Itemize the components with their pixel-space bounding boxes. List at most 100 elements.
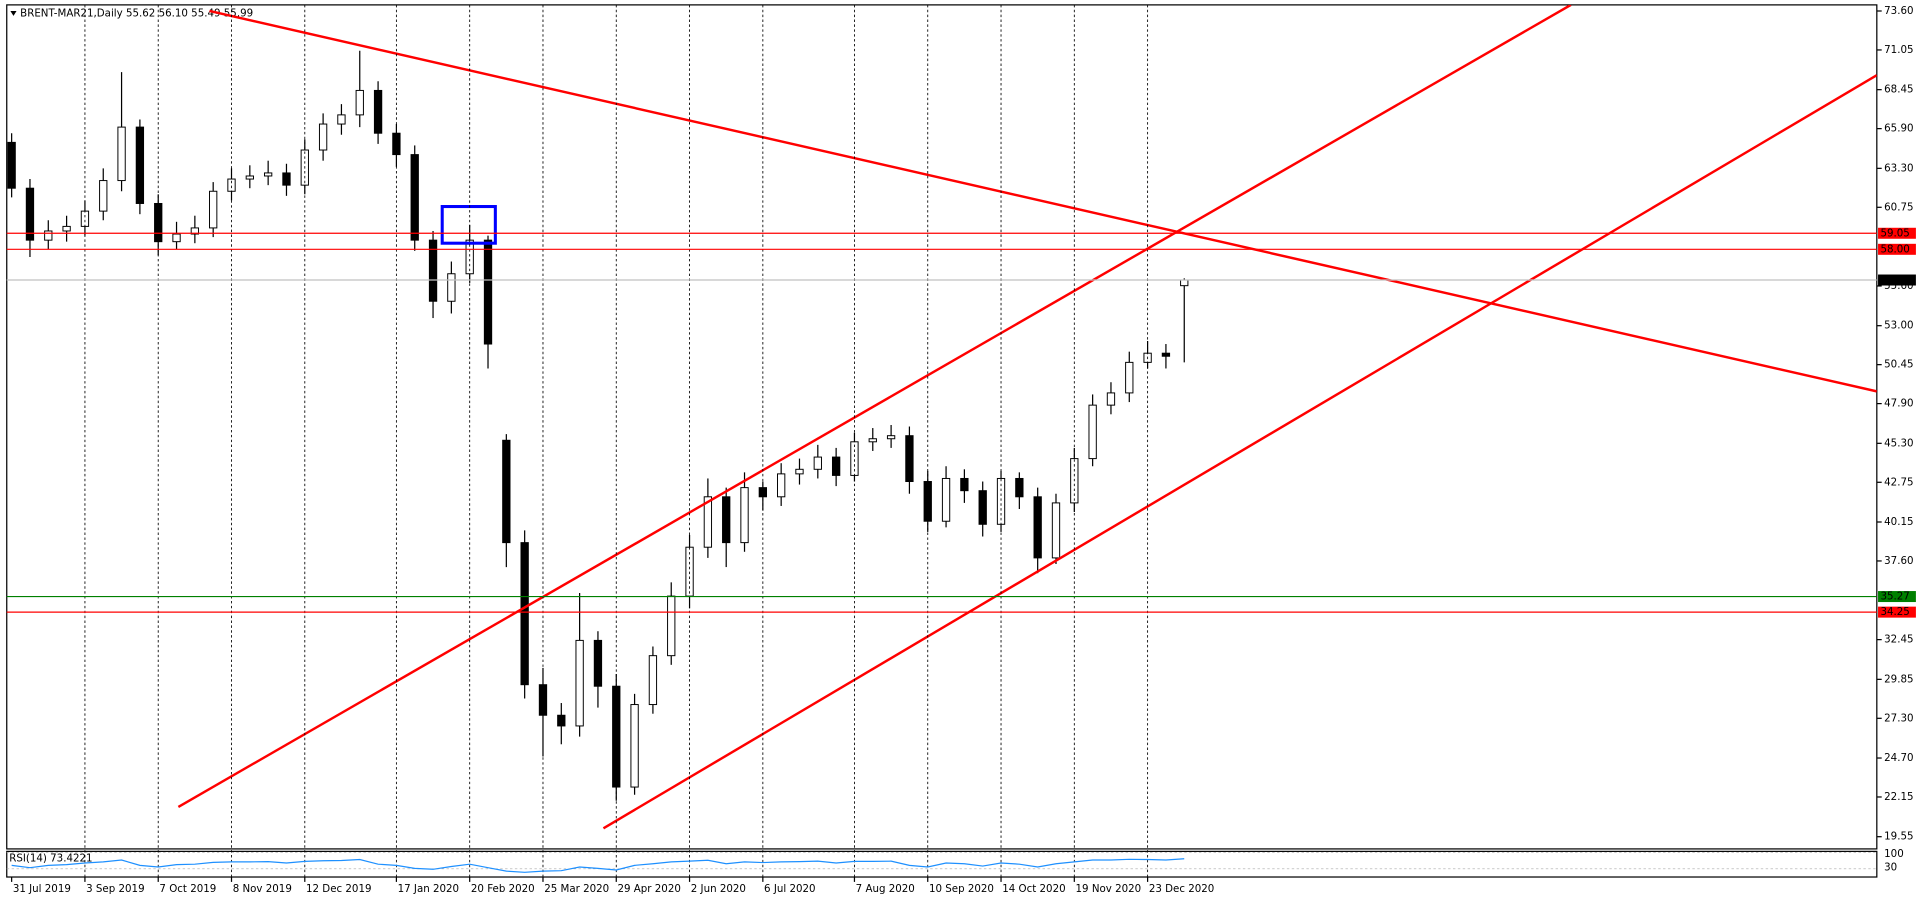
x-tick-label: 7 Oct 2019 bbox=[159, 883, 216, 895]
candle-body bbox=[245, 175, 254, 180]
candle-body bbox=[1088, 404, 1097, 460]
y-tick-label: 32.45 bbox=[1884, 634, 1913, 646]
level-label: 58.00 bbox=[1880, 243, 1909, 255]
y-tick-label: 71.05 bbox=[1884, 44, 1913, 56]
candle-body bbox=[190, 227, 200, 235]
x-tick-label: 17 Jan 2020 bbox=[398, 883, 459, 895]
candle-body bbox=[25, 187, 35, 241]
menu-arrow[interactable] bbox=[10, 10, 17, 16]
candle-body bbox=[263, 172, 273, 177]
level-label: 59.05 bbox=[1880, 227, 1909, 239]
candle-body bbox=[667, 595, 676, 657]
level-label-bg bbox=[1878, 606, 1916, 618]
x-tick-label: 25 Mar 2020 bbox=[544, 883, 609, 895]
candle-body bbox=[117, 126, 126, 182]
candle-body bbox=[1161, 352, 1171, 357]
plot-frame bbox=[6, 4, 1878, 850]
trend-line bbox=[602, 74, 1877, 830]
trend-line bbox=[177, 4, 1572, 808]
candle-body bbox=[373, 89, 383, 134]
candle-body bbox=[886, 435, 896, 440]
candle-body bbox=[612, 685, 621, 788]
level-label: 34.25 bbox=[1880, 606, 1909, 618]
candle-body bbox=[172, 233, 181, 243]
x-tick-label: 29 Apr 2020 bbox=[617, 883, 680, 895]
y-tick-label: 50.45 bbox=[1884, 359, 1913, 371]
y-tick-label: 24.70 bbox=[1884, 752, 1913, 764]
x-tick-label: 7 Aug 2020 bbox=[856, 883, 915, 895]
x-tick-label: 3 Sep 2019 bbox=[86, 883, 144, 895]
y-tick-label: 68.45 bbox=[1884, 84, 1913, 96]
rsi-title: RSI(14) 73.4221 bbox=[9, 853, 92, 865]
y-tick-label: 63.30 bbox=[1884, 162, 1913, 174]
rsi-line bbox=[11, 858, 1185, 873]
level-label-bg bbox=[1878, 227, 1916, 239]
candle-body bbox=[722, 496, 731, 544]
candle-body bbox=[1180, 279, 1189, 287]
x-tick-label: 12 Dec 2019 bbox=[306, 883, 371, 895]
rsi-tick-label: 30 bbox=[1884, 862, 1897, 874]
x-tick-label: 31 Jul 2019 bbox=[13, 883, 71, 895]
y-tick-label: 42.75 bbox=[1884, 476, 1913, 488]
y-tick-label: 60.75 bbox=[1884, 201, 1913, 213]
y-tick-label: 37.60 bbox=[1884, 555, 1913, 567]
y-tick-label: 47.90 bbox=[1884, 398, 1913, 410]
x-tick-label: 19 Nov 2020 bbox=[1076, 883, 1142, 895]
chart-title: BRENT-MAR21,Daily 55.62 56.10 55.49 55.9… bbox=[20, 7, 253, 19]
candle-body bbox=[960, 477, 969, 492]
x-tick-label: 8 Nov 2019 bbox=[233, 883, 292, 895]
candle-body bbox=[447, 273, 456, 302]
y-tick-label: 53.00 bbox=[1884, 320, 1913, 332]
candle-body bbox=[1015, 477, 1024, 498]
candle-body bbox=[1106, 392, 1116, 406]
rsi-tick-label: 100 bbox=[1884, 848, 1904, 860]
y-tick-label: 29.85 bbox=[1884, 673, 1913, 685]
y-tick-label: 22.15 bbox=[1884, 791, 1913, 803]
x-tick-label: 10 Sep 2020 bbox=[929, 883, 994, 895]
level-label-bg bbox=[1878, 243, 1916, 255]
candle-body bbox=[483, 239, 493, 345]
candle-body bbox=[7, 141, 16, 189]
y-tick-label: 40.15 bbox=[1884, 516, 1913, 528]
candle-body bbox=[520, 542, 529, 686]
candle-body bbox=[648, 655, 658, 706]
candle-body bbox=[557, 714, 566, 727]
candle-body bbox=[502, 439, 511, 544]
candle-body bbox=[740, 487, 749, 544]
level-label: 55.99 bbox=[1880, 274, 1909, 286]
candle-body bbox=[575, 639, 584, 727]
candle-body bbox=[978, 490, 987, 525]
candle-body bbox=[1051, 502, 1061, 559]
y-tick-label: 65.90 bbox=[1884, 123, 1913, 135]
candle-body bbox=[355, 89, 364, 116]
candle-body bbox=[703, 496, 713, 548]
candle-body bbox=[777, 473, 786, 498]
candle-body bbox=[905, 435, 914, 483]
x-tick-label: 6 Jul 2020 bbox=[764, 883, 816, 895]
candle-body bbox=[44, 230, 53, 241]
candle-body bbox=[630, 704, 639, 788]
x-tick-label: 23 Dec 2020 bbox=[1149, 883, 1214, 895]
x-tick-label: 14 Oct 2020 bbox=[1002, 883, 1065, 895]
level-label-bg bbox=[1878, 274, 1916, 286]
highlight-box bbox=[440, 205, 497, 245]
level-label-bg bbox=[1878, 591, 1916, 603]
x-tick-label: 20 Feb 2020 bbox=[471, 883, 535, 895]
level-label: 35.27 bbox=[1880, 591, 1909, 603]
x-tick-label: 2 Jun 2020 bbox=[691, 883, 746, 895]
candle-body bbox=[80, 210, 90, 227]
candle-body bbox=[593, 639, 603, 687]
candle-body bbox=[831, 456, 841, 476]
y-tick-label: 27.30 bbox=[1884, 712, 1913, 724]
candle-body bbox=[941, 477, 951, 522]
candle-body bbox=[428, 239, 438, 302]
candle-body bbox=[410, 154, 419, 241]
trend-line bbox=[209, 9, 1877, 393]
candle-body bbox=[62, 225, 71, 232]
candle-body bbox=[135, 126, 145, 204]
candle-body bbox=[813, 456, 822, 470]
candle-body bbox=[1033, 496, 1042, 559]
candle-body bbox=[1125, 361, 1134, 394]
candle-body bbox=[868, 438, 877, 443]
